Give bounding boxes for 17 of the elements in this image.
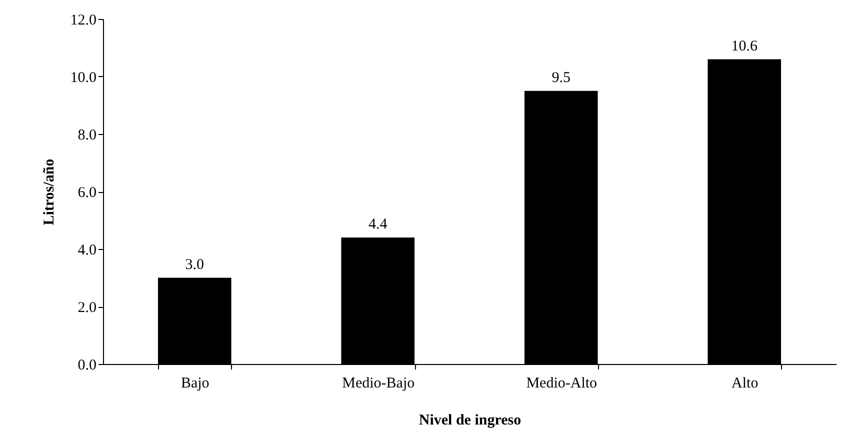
data-label: 3.0 bbox=[185, 256, 204, 273]
y-axis-title: Litros/año bbox=[41, 158, 58, 226]
data-label: 10.6 bbox=[731, 38, 758, 54]
y-tick-label: 2.0 bbox=[78, 300, 96, 316]
x-tick-label: Medio-Alto bbox=[526, 376, 598, 392]
x-tick-label: Alto bbox=[732, 376, 758, 392]
x-axis-title: Nivel de ingreso bbox=[418, 412, 522, 428]
x-tick-label: Bajo bbox=[180, 376, 210, 392]
y-tick-label: 4.0 bbox=[78, 242, 96, 258]
data-label: 9.5 bbox=[552, 70, 570, 86]
y-tick-label: 0.0 bbox=[78, 358, 96, 374]
y-tick-label: 12.0 bbox=[70, 12, 96, 28]
y-tick-label: 10.0 bbox=[70, 70, 96, 86]
data-label: 4.4 bbox=[368, 216, 388, 232]
y-tick-label: 8.0 bbox=[78, 128, 96, 144]
x-tick-label: Medio-Bajo bbox=[342, 376, 415, 392]
y-tick-label: 6.0 bbox=[78, 185, 96, 201]
